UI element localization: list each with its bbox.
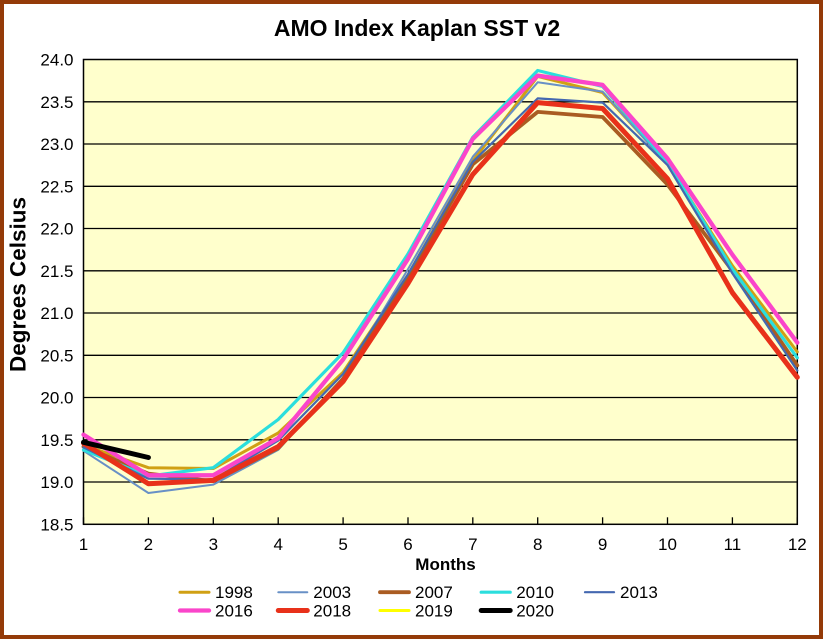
svg-text:11: 11	[724, 535, 742, 554]
svg-text:20.5: 20.5	[40, 346, 73, 365]
svg-text:10: 10	[658, 535, 677, 554]
svg-text:22.5: 22.5	[40, 177, 73, 196]
svg-text:2018: 2018	[313, 601, 351, 620]
svg-text:6: 6	[403, 535, 412, 554]
svg-text:5: 5	[338, 535, 347, 554]
svg-text:19.0: 19.0	[40, 473, 73, 492]
svg-text:2003: 2003	[313, 583, 351, 602]
svg-text:7: 7	[468, 535, 477, 554]
svg-text:2: 2	[144, 535, 153, 554]
svg-text:AMO Index Kaplan SST v2: AMO Index Kaplan SST v2	[274, 15, 560, 41]
svg-text:2007: 2007	[415, 583, 453, 602]
svg-text:12: 12	[788, 535, 807, 554]
svg-text:2019: 2019	[415, 601, 453, 620]
svg-text:24.0: 24.0	[40, 51, 73, 70]
svg-text:8: 8	[533, 535, 542, 554]
svg-text:19.5: 19.5	[40, 431, 73, 450]
svg-text:2020: 2020	[516, 601, 554, 620]
svg-text:2013: 2013	[620, 583, 658, 602]
svg-text:21.0: 21.0	[40, 304, 73, 323]
svg-text:23.5: 23.5	[40, 93, 73, 112]
svg-text:2016: 2016	[215, 601, 253, 620]
svg-text:1998: 1998	[215, 583, 253, 602]
svg-text:18.5: 18.5	[40, 515, 73, 534]
svg-text:21.5: 21.5	[40, 262, 73, 281]
svg-text:2010: 2010	[516, 583, 554, 602]
svg-text:1: 1	[79, 535, 88, 554]
svg-text:3: 3	[209, 535, 218, 554]
svg-text:22.0: 22.0	[40, 220, 73, 239]
svg-text:23.0: 23.0	[40, 135, 73, 154]
svg-text:Months: Months	[415, 555, 475, 574]
svg-text:9: 9	[598, 535, 607, 554]
svg-text:4: 4	[273, 535, 282, 554]
svg-text:Degrees Celsius: Degrees Celsius	[6, 197, 31, 372]
svg-text:20.0: 20.0	[40, 389, 73, 408]
